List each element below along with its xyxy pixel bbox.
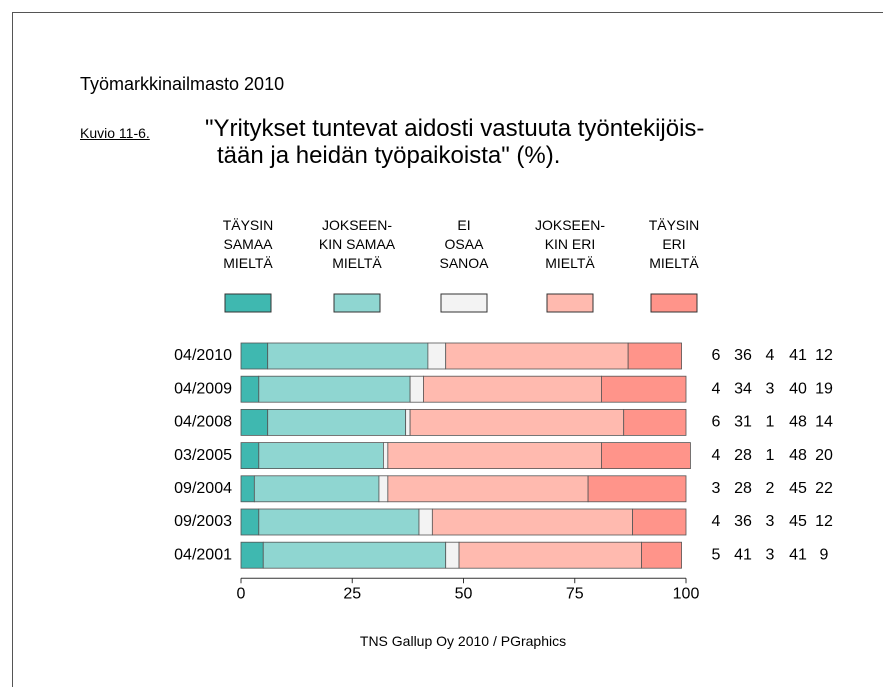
- y-tick-label: 04/2010: [174, 347, 232, 364]
- legend-swatch: [546, 293, 594, 313]
- bar-segment: [641, 541, 682, 569]
- value-label: 9: [820, 546, 829, 563]
- bar-segment: [409, 408, 625, 436]
- value-label: 48: [789, 414, 807, 431]
- bar-segment: [240, 375, 260, 403]
- legend-swatch: [224, 293, 272, 313]
- bar-segment: [458, 541, 642, 569]
- bar-segment: [378, 475, 389, 503]
- bar-segment: [623, 408, 687, 436]
- bar-segment: [258, 508, 420, 536]
- y-tick-label: 09/2003: [174, 513, 232, 530]
- frame: [12, 12, 883, 687]
- value-label: 22: [815, 480, 833, 497]
- bar-segment: [240, 508, 260, 536]
- bar-segment: [423, 375, 602, 403]
- value-label: 3: [766, 546, 775, 563]
- y-tick-label: 04/2008: [174, 414, 232, 431]
- value-label: 41: [789, 347, 807, 364]
- bar-segment: [253, 475, 380, 503]
- bar-segment: [258, 375, 411, 403]
- y-tick-label: 09/2004: [174, 480, 232, 497]
- bar-segment: [431, 508, 634, 536]
- value-label: 3: [766, 513, 775, 530]
- legend-label: TÄYSIN SAMAA MIELTÄ: [222, 217, 274, 271]
- value-label: 31: [734, 414, 752, 431]
- bar-segment: [601, 442, 691, 470]
- legend-label: EI OSAA SANOA: [439, 217, 489, 271]
- bar-segment: [405, 408, 411, 436]
- value-label: 12: [815, 347, 833, 364]
- value-label: 4: [712, 380, 721, 397]
- bar-segment: [258, 442, 384, 470]
- value-label: 36: [734, 513, 752, 530]
- x-tick-label: 75: [566, 585, 584, 602]
- value-label: 40: [789, 380, 807, 397]
- legend-swatch: [440, 293, 488, 313]
- value-label: 36: [734, 347, 752, 364]
- value-label: 34: [734, 380, 752, 397]
- value-label: 6: [712, 347, 721, 364]
- legend-swatch: [650, 293, 698, 313]
- bar-segment: [387, 475, 589, 503]
- value-label: 48: [789, 447, 807, 464]
- bar-segment: [632, 508, 687, 536]
- value-label: 4: [712, 513, 721, 530]
- bar-segment: [240, 442, 260, 470]
- bar-segment: [240, 408, 269, 436]
- bar-segment: [445, 541, 460, 569]
- value-label: 12: [815, 513, 833, 530]
- value-label: 19: [815, 380, 833, 397]
- bar-segment: [627, 342, 682, 370]
- bar-segment: [240, 475, 255, 503]
- bar-segment: [418, 508, 433, 536]
- bar-segment: [427, 342, 447, 370]
- bar-segment: [382, 442, 389, 470]
- legend-swatch: [333, 293, 381, 313]
- x-tick-label: 50: [455, 585, 473, 602]
- value-label: 4: [712, 447, 721, 464]
- footer: TNS Gallup Oy 2010 / PGraphics: [359, 633, 567, 649]
- figure-label: Kuvio 11-6.: [80, 125, 150, 141]
- header: Työmarkkinailmasto 2010: [80, 74, 285, 94]
- value-label: 41: [734, 546, 752, 563]
- bar-segment: [262, 541, 447, 569]
- bar-segment: [240, 541, 264, 569]
- value-label: 28: [734, 447, 752, 464]
- value-label: 28: [734, 480, 752, 497]
- y-tick-label: 04/2001: [174, 546, 232, 563]
- value-label: 1: [766, 414, 775, 431]
- bar-segment: [387, 442, 602, 470]
- value-label: 2: [766, 480, 775, 497]
- value-label: 3: [766, 380, 775, 397]
- x-tick-label: 0: [237, 585, 246, 602]
- value-label: 6: [712, 414, 721, 431]
- bar-segment: [587, 475, 687, 503]
- value-label: 45: [789, 513, 807, 530]
- bar-segment: [409, 375, 424, 403]
- y-tick-label: 04/2009: [174, 380, 232, 397]
- bar-segment: [267, 408, 407, 436]
- value-label: 45: [789, 480, 807, 497]
- legend-label: TÄYSIN ERI MIELTÄ: [648, 217, 700, 271]
- bar-segment: [240, 342, 269, 370]
- value-label: 1: [766, 447, 775, 464]
- bar-segment: [445, 342, 629, 370]
- value-label: 14: [815, 414, 833, 431]
- value-label: 20: [815, 447, 833, 464]
- x-tick-label: 100: [673, 585, 700, 602]
- chart-title: "Yritykset tuntevat aidosti vastuuta työ…: [205, 115, 705, 169]
- legend-label: JOKSEEN- KIN ERI MIELTÄ: [534, 217, 605, 271]
- bar-segment: [267, 342, 429, 370]
- value-label: 3: [712, 480, 721, 497]
- y-tick-label: 03/2005: [174, 447, 232, 464]
- legend-label: JOKSEEN- KIN SAMAA MIELTÄ: [318, 217, 396, 271]
- value-label: 41: [789, 546, 807, 563]
- bar-segment: [601, 375, 687, 403]
- x-tick-label: 25: [343, 585, 361, 602]
- value-label: 5: [712, 546, 721, 563]
- value-label: 4: [766, 347, 775, 364]
